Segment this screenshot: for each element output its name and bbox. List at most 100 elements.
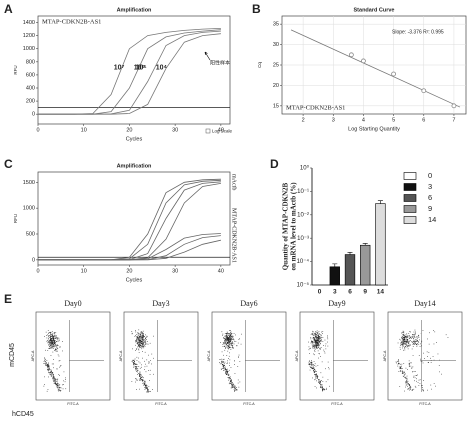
- event-dot: [48, 367, 49, 369]
- event-dot: [327, 379, 329, 381]
- event-dot: [226, 372, 228, 374]
- event-dot: [49, 373, 51, 375]
- event-dot: [228, 337, 230, 339]
- event-dot: [228, 340, 230, 342]
- event-dot: [133, 364, 135, 366]
- event-dot: [45, 362, 47, 363]
- event-dot: [224, 343, 226, 344]
- event-dot: [322, 333, 323, 334]
- event-dot: [229, 342, 231, 344]
- event-dot: [227, 341, 228, 343]
- event-dot: [230, 383, 231, 384]
- event-dot: [224, 349, 226, 351]
- event-dot: [314, 344, 316, 346]
- event-dot: [412, 343, 414, 345]
- amplification-curve: [38, 29, 221, 115]
- annotation: Slope: -3.376 R²: 0.995: [392, 29, 444, 35]
- plot-frame: [37, 171, 231, 266]
- x-tick-label: 6: [422, 117, 425, 123]
- event-dot: [320, 356, 321, 357]
- event-dot: [309, 365, 311, 367]
- event-dot: [226, 370, 228, 372]
- event-dot: [406, 336, 408, 338]
- event-dot: [57, 381, 58, 383]
- event-dot: [315, 373, 316, 375]
- event-dot: [314, 335, 316, 336]
- event-dot: [136, 338, 138, 339]
- event-dot: [137, 342, 138, 344]
- event-dot: [57, 337, 58, 339]
- event-dot: [311, 361, 313, 363]
- event-dot: [316, 376, 318, 377]
- event-dot: [404, 336, 406, 337]
- event-dot: [55, 348, 56, 350]
- curve-label: 10⁵: [136, 65, 147, 72]
- event-dot: [401, 337, 402, 338]
- event-dot: [309, 369, 311, 371]
- event-dot: [230, 338, 232, 339]
- event-dot: [143, 333, 144, 335]
- event-dot: [419, 339, 420, 341]
- event-dot: [143, 380, 145, 382]
- event-dot: [234, 360, 235, 362]
- event-dot: [408, 333, 410, 334]
- event-dot: [223, 354, 224, 356]
- event-dot: [58, 374, 60, 375]
- event-dot: [413, 337, 414, 339]
- event-dot: [224, 342, 226, 343]
- event-dot: [309, 363, 310, 364]
- event-dot: [321, 384, 323, 385]
- event-dot: [314, 340, 316, 341]
- event-dot: [401, 342, 403, 343]
- event-dot: [416, 337, 418, 339]
- event-dot: [55, 343, 56, 345]
- event-dot: [55, 343, 56, 345]
- event-dot: [409, 389, 410, 391]
- event-dot: [427, 338, 428, 340]
- event-dot: [143, 340, 145, 342]
- event-dot: [418, 343, 420, 345]
- event-dot: [225, 341, 227, 342]
- event-dot: [232, 339, 234, 340]
- event-dot: [405, 345, 406, 347]
- event-dot: [323, 388, 325, 389]
- event-dot: [436, 342, 437, 343]
- x-tick-label: 10: [81, 127, 87, 133]
- event-dot: [409, 385, 411, 387]
- axis-label: hCD45: [12, 411, 34, 418]
- chart-title: Standard Curve: [354, 7, 395, 13]
- event-dot: [54, 350, 55, 351]
- event-dot: [51, 341, 52, 343]
- event-dot: [57, 350, 58, 352]
- event-dot: [57, 387, 59, 389]
- event-dot: [228, 336, 230, 338]
- event-dot: [227, 338, 229, 340]
- event-dot: [223, 369, 225, 371]
- event-dot: [55, 349, 56, 350]
- y-axis-label: on mRNA level to mActb (%): [290, 182, 298, 271]
- event-dot: [47, 366, 49, 368]
- event-dot: [319, 348, 320, 350]
- event-dot: [315, 374, 317, 375]
- event-dot: [410, 386, 412, 388]
- event-dot: [406, 341, 407, 342]
- event-dot: [47, 342, 49, 344]
- event-dot: [60, 346, 61, 348]
- event-dot: [313, 342, 315, 344]
- event-dot: [55, 341, 57, 343]
- event-dot: [420, 358, 421, 360]
- event-dot: [407, 380, 409, 382]
- event-dot: [145, 363, 146, 365]
- event-dot: [317, 378, 318, 379]
- event-dot: [47, 363, 48, 365]
- quadrant-gate: [333, 320, 368, 392]
- event-dot: [142, 340, 144, 342]
- event-dot: [142, 380, 143, 382]
- event-dot: [327, 335, 328, 337]
- event-dot: [222, 362, 223, 363]
- event-dot: [50, 335, 52, 337]
- event-dot: [229, 338, 230, 340]
- event-dot: [402, 373, 404, 374]
- event-dot: [399, 363, 401, 365]
- event-dot: [312, 333, 314, 335]
